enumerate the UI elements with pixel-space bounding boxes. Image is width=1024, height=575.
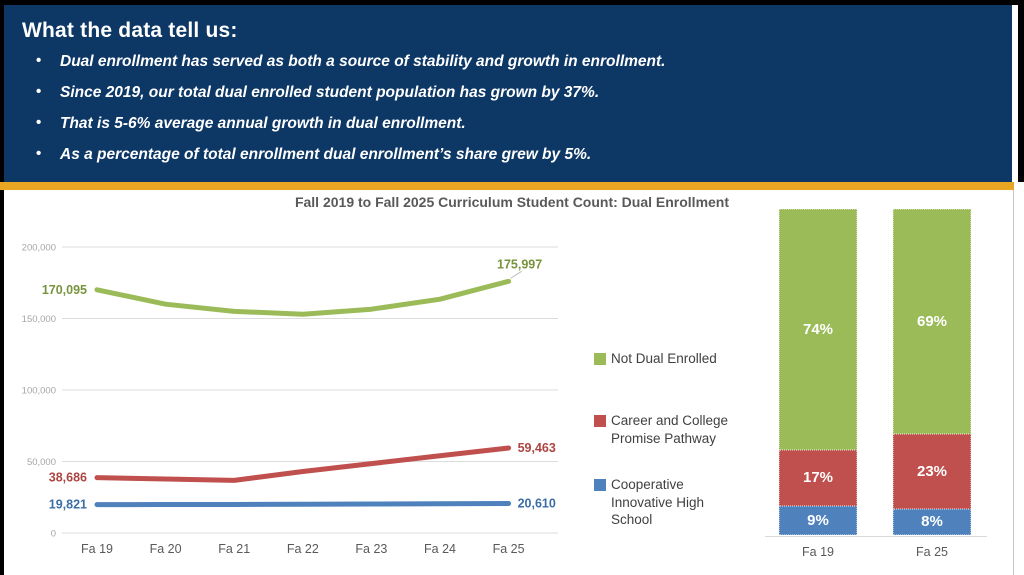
legend-swatch-icon [594, 479, 606, 491]
bar-segment-label: 74% [802, 321, 834, 339]
bar-segment-label: 23% [916, 462, 948, 480]
bar-axis-line [765, 536, 987, 537]
y-axis-tick-label: 100,000 [22, 386, 56, 397]
bar-segment-label: 8% [921, 513, 943, 531]
legend-swatch-icon [594, 415, 606, 427]
legend-label: Not Dual Enrolled [611, 351, 717, 366]
stacked-bar: 8% 23% 69% [893, 209, 971, 535]
line-chart: 0 50,000 100,000 150,000 200,000 Fa 19 Fa 20 Fa… [22, 243, 558, 556]
legend-swatch-icon [594, 353, 606, 365]
slide-frame-right [1018, 0, 1024, 182]
bar-segment: 69% [893, 209, 971, 434]
header-bullet-list: Dual enrollment has served as both a sou… [22, 52, 988, 165]
legend-entry: Cooperative Innovative High School [594, 476, 734, 529]
stacked-bar: 9% 17% 74% [779, 209, 857, 535]
bar-segment-label: 9% [807, 511, 829, 529]
series-end-label: 175,997 [497, 257, 542, 271]
series-start-label: 38,686 [49, 471, 87, 485]
y-axis-tick-label: 150,000 [22, 314, 56, 325]
y-axis-tick-label: 50,000 [27, 457, 56, 468]
legend-label: Career and College Promise Pathway [611, 413, 729, 446]
x-axis-tick-label: Fa 20 [150, 542, 182, 556]
bar-segment: 17% [779, 450, 857, 506]
bar-segment: 23% [893, 433, 971, 509]
bar-segment-label: 69% [916, 312, 948, 330]
series-end-label: 20,610 [518, 497, 556, 511]
header-bullet: Dual enrollment has served as both a sou… [22, 52, 988, 72]
series-start-label: 19,821 [49, 498, 87, 512]
header-bullet: Since 2019, our total dual enrolled stud… [22, 83, 988, 103]
label-leader-line [510, 270, 522, 279]
bar-category-label: Fa 25 [916, 545, 948, 559]
bar-segment: 8% [893, 508, 971, 535]
x-axis-tick-label: Fa 24 [424, 542, 456, 556]
bar-segment: 74% [779, 209, 857, 451]
chart-area: Fall 2019 to Fall 2025 Curriculum Studen… [0, 190, 1024, 575]
y-axis-tick-label: 0 [51, 529, 56, 540]
bar-segment: 9% [779, 505, 857, 535]
slide-edge-line [1013, 190, 1014, 575]
header-bullet: As a percentage of total enrollment dual… [22, 145, 988, 165]
legend-entry: Not Dual Enrolled [594, 350, 734, 368]
legend-entry: Career and College Promise Pathway [594, 412, 734, 447]
series-line [94, 278, 512, 317]
legend-label: Cooperative Innovative High School [611, 477, 705, 528]
chart-title: Fall 2019 to Fall 2025 Curriculum Studen… [294, 194, 730, 210]
series-end-label: 59,463 [518, 441, 556, 455]
header: What the data tell us: Dual enrollment h… [4, 5, 1012, 182]
x-axis-tick-label: Fa 23 [355, 542, 387, 556]
x-axis-tick-label: Fa 25 [493, 542, 525, 556]
series-line [94, 501, 512, 508]
series-start-label: 170,095 [42, 283, 87, 297]
x-axis-tick-label: Fa 19 [81, 542, 113, 556]
x-axis-tick-label: Fa 22 [287, 542, 319, 556]
header-bullet: That is 5-6% average annual growth in du… [22, 114, 988, 134]
legend: Not Dual Enrolled Career and College Prom… [594, 190, 764, 575]
gold-divider [0, 182, 1014, 190]
slide-frame-left [0, 0, 4, 575]
bar-category-label: Fa 19 [802, 545, 834, 559]
x-axis-tick-label: Fa 21 [218, 542, 250, 556]
header-title: What the data tell us: [22, 19, 238, 42]
bar-segment-label: 17% [802, 469, 834, 487]
bar-chart: 9% 17% 74% Fa 19 8% 23% 69% Fa 25 [0, 190, 1024, 575]
series-line [94, 445, 512, 483]
y-axis-tick-label: 200,000 [22, 243, 56, 254]
slide-frame-top [0, 0, 1024, 5]
